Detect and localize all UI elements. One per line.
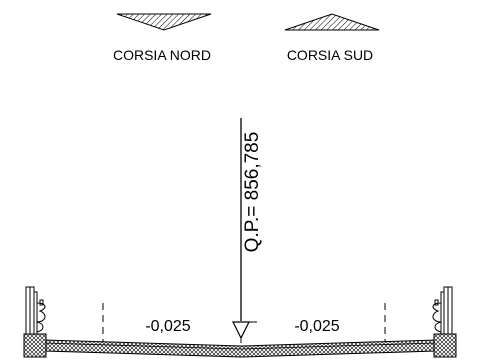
south-lane-label: CORSIA SUD	[287, 47, 373, 63]
left-slope-label: -0,025	[145, 318, 190, 335]
north-lane-marker-icon	[116, 13, 212, 31]
pavement-slab	[43, 339, 437, 358]
right-slope-label: -0,025	[294, 318, 339, 335]
left-guardrail-icon	[25, 286, 46, 335]
south-lane-marker-icon	[284, 13, 380, 31]
right-curb-block	[433, 333, 457, 358]
elevation-triangle-icon	[232, 321, 250, 340]
left-curb-block	[23, 333, 47, 358]
north-lane-label: CORSIA NORD	[113, 47, 211, 63]
elevation-label: Q.P.= 856,785	[242, 132, 263, 253]
right-guardrail-icon	[432, 286, 453, 335]
